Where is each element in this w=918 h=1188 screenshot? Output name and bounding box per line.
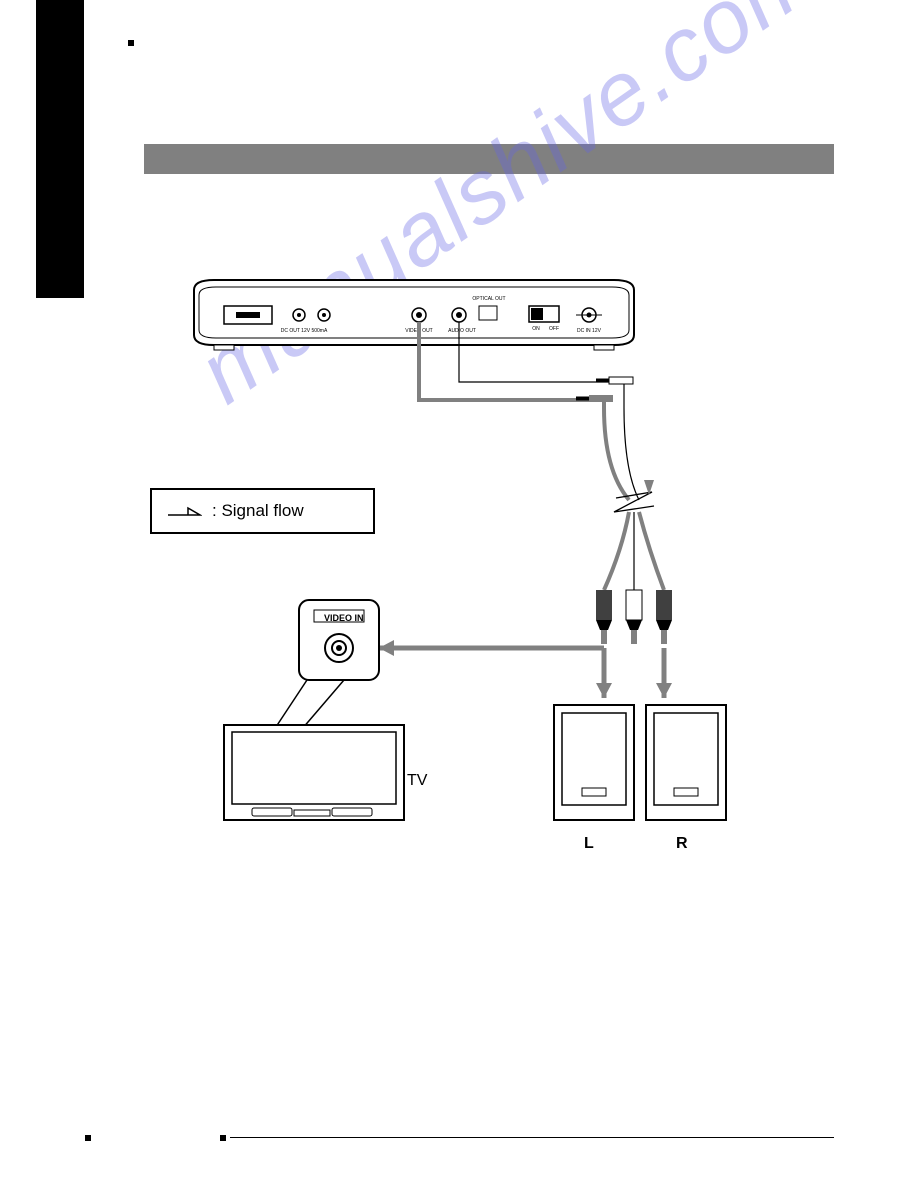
player-device: DC OUT 12V 500mA VIDEO OUT AUDIO OUT OPT… (194, 280, 634, 350)
av-cable (419, 322, 672, 644)
signal-flow-legend: : Signal flow (150, 488, 375, 534)
svg-text:OFF: OFF (549, 326, 559, 332)
decor-square-bottom-left (85, 1135, 91, 1141)
video-in-label: VIDEO IN (324, 613, 364, 623)
speaker-l-label: L (584, 835, 594, 853)
decor-square-bottom-mid (220, 1135, 226, 1141)
svg-text:OPTICAL OUT: OPTICAL OUT (472, 296, 505, 302)
connection-diagram: DC OUT 12V 500mA VIDEO OUT AUDIO OUT OPT… (144, 270, 834, 900)
tv-label: TV (407, 772, 427, 790)
svg-text:DC OUT 12V 500mA: DC OUT 12V 500mA (281, 328, 328, 334)
signal-flow-arrow-icon (166, 503, 202, 519)
speaker-left (554, 705, 634, 820)
svg-text:ON: ON (532, 326, 540, 332)
tv-set (224, 725, 404, 820)
svg-text:AUDIO OUT: AUDIO OUT (448, 328, 476, 334)
footer-rule (230, 1137, 834, 1138)
signal-flow-label: : Signal flow (212, 501, 304, 521)
audio-arrow-r (656, 648, 672, 698)
sidebar-black (36, 0, 84, 298)
audio-arrow-l (596, 648, 612, 698)
decor-square-top (128, 40, 134, 46)
video-arrow (379, 640, 604, 656)
speaker-r-label: R (676, 835, 688, 853)
svg-text:DC IN 12V: DC IN 12V (577, 328, 602, 334)
section-header-bar (144, 144, 834, 174)
speaker-right (646, 705, 726, 820)
